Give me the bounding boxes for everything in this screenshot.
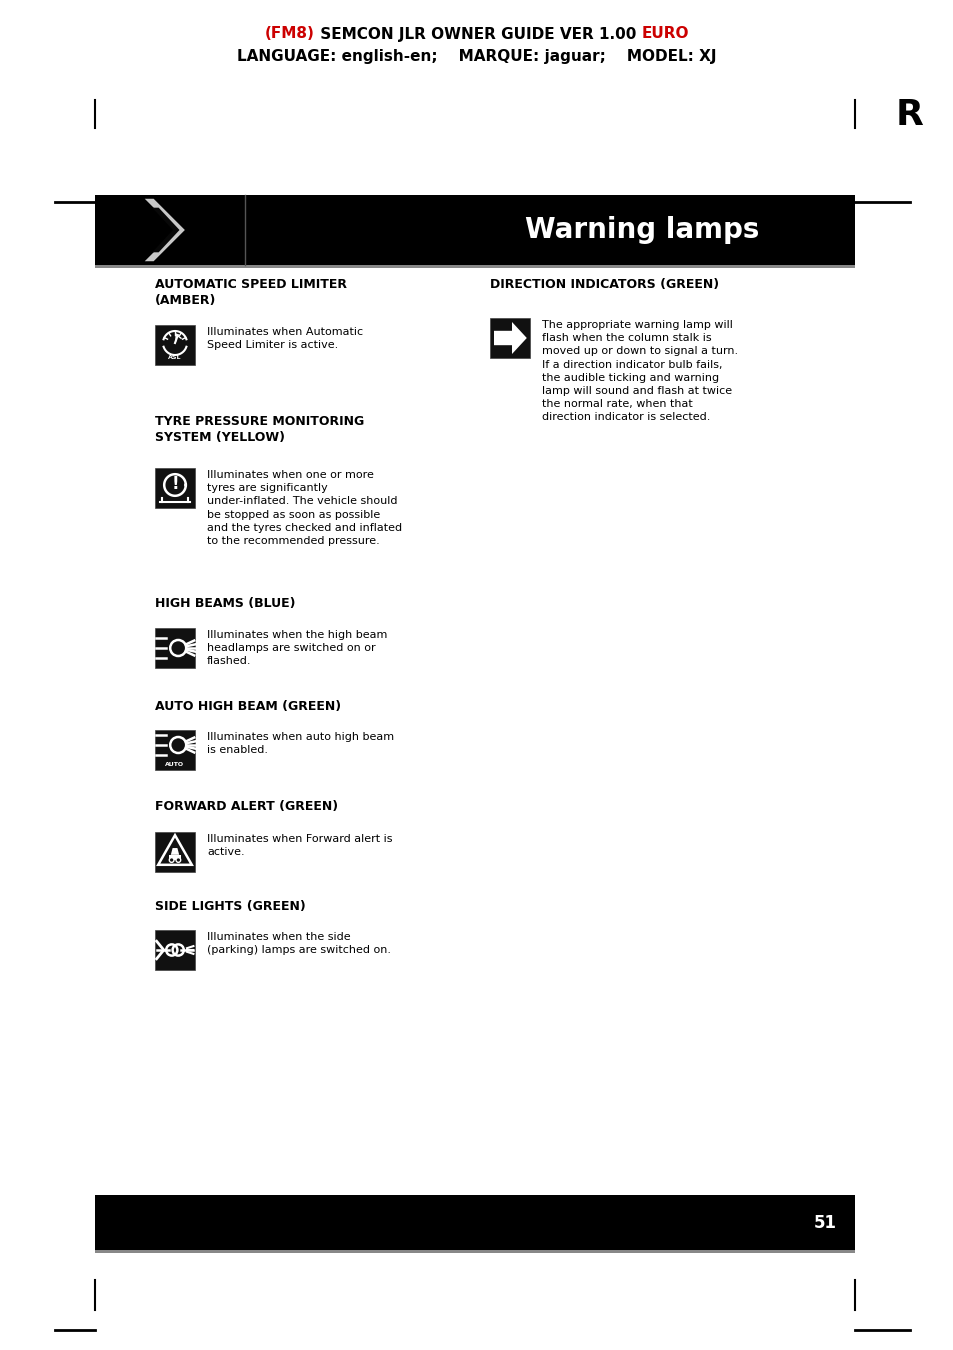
Text: SEMCON JLR OWNER GUIDE VER 1.00: SEMCON JLR OWNER GUIDE VER 1.00 (314, 27, 640, 42)
Bar (95, 194, 854, 265)
Text: (FM8): (FM8) (265, 27, 314, 42)
Text: Warning lamps: Warning lamps (524, 216, 759, 244)
Bar (154, 468, 194, 508)
Text: FORWARD ALERT (GREEN): FORWARD ALERT (GREEN) (154, 801, 337, 813)
Text: !: ! (171, 475, 178, 493)
Bar (95, 1250, 854, 1253)
Text: Illuminates when Automatic
Speed Limiter is active.: Illuminates when Automatic Speed Limiter… (207, 327, 363, 350)
Text: The appropriate warning lamp will
flash when the column stalk is
moved up or dow: The appropriate warning lamp will flash … (541, 320, 738, 423)
Bar (154, 730, 194, 769)
Text: TYRE PRESSURE MONITORING
SYSTEM (YELLOW): TYRE PRESSURE MONITORING SYSTEM (YELLOW) (154, 414, 364, 444)
Text: ASL: ASL (168, 355, 182, 360)
Text: Illuminates when the side
(parking) lamps are switched on.: Illuminates when the side (parking) lamp… (207, 931, 391, 956)
Bar (154, 832, 194, 872)
Text: Illuminates when one or more
tyres are significantly
under-inflated. The vehicle: Illuminates when one or more tyres are s… (207, 470, 402, 545)
Text: AUTO HIGH BEAM (GREEN): AUTO HIGH BEAM (GREEN) (154, 701, 341, 713)
Text: SIDE LIGHTS (GREEN): SIDE LIGHTS (GREEN) (154, 900, 305, 913)
Polygon shape (171, 848, 179, 855)
Polygon shape (494, 323, 526, 354)
Bar (490, 319, 530, 358)
Bar (154, 325, 194, 364)
Text: Illuminates when the high beam
headlamps are switched on or
flashed.: Illuminates when the high beam headlamps… (207, 630, 387, 667)
Polygon shape (145, 198, 185, 262)
Text: AUTOMATIC SPEED LIMITER
(AMBER): AUTOMATIC SPEED LIMITER (AMBER) (154, 278, 347, 306)
Text: EURO: EURO (640, 27, 688, 42)
Text: Illuminates when auto high beam
is enabled.: Illuminates when auto high beam is enabl… (207, 732, 394, 755)
Text: LANGUAGE: english-en;    MARQUE: jaguar;    MODEL: XJ: LANGUAGE: english-en; MARQUE: jaguar; MO… (237, 50, 716, 65)
Text: DIRECTION INDICATORS (GREEN): DIRECTION INDICATORS (GREEN) (490, 278, 719, 292)
Bar (154, 930, 194, 971)
Text: AUTO: AUTO (165, 761, 184, 767)
Polygon shape (152, 208, 179, 252)
Bar (95, 265, 854, 269)
Bar (95, 1195, 854, 1250)
Text: HIGH BEAMS (BLUE): HIGH BEAMS (BLUE) (154, 597, 295, 610)
Circle shape (169, 857, 173, 863)
Bar (154, 628, 194, 668)
Bar (169, 855, 181, 860)
Text: 51: 51 (813, 1214, 836, 1231)
Text: R: R (895, 99, 923, 132)
Text: Illuminates when Forward alert is
active.: Illuminates when Forward alert is active… (207, 834, 392, 857)
Circle shape (176, 857, 180, 863)
